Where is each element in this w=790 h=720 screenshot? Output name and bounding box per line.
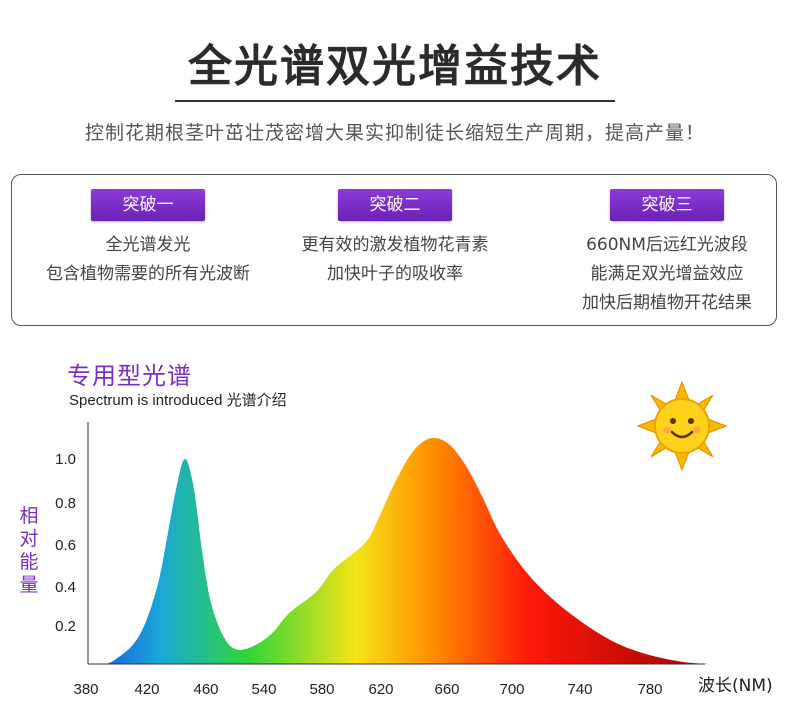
page-subtitle: 控制花期根茎叶茁壮茂密增大果实抑制徒长缩短生产周期，提高产量！ [84, 122, 705, 144]
chart-title: 专用型光谱 [67, 362, 192, 390]
feature-2-badge: 突破二 [338, 189, 452, 221]
feature-2-line-1: 更有效的激发植物花青素 [301, 235, 489, 255]
y-tick-label: 0.6 [55, 537, 76, 554]
chart-subtitle: Spectrum is introduced 光谱介绍 [69, 392, 287, 409]
x-tick-label: 460 [193, 681, 218, 698]
feature-1-line-2: 包含植物需要的所有光波断 [46, 264, 250, 284]
x-tick-label: 620 [368, 681, 393, 698]
feature-1-line-1: 全光谱发光 [105, 235, 191, 255]
feature-3-badge: 突破三 [610, 189, 724, 221]
x-tick-label: 540 [251, 681, 276, 698]
sun-icon [636, 380, 728, 472]
x-axis-label: 波长(NM) [698, 676, 773, 696]
x-tick-label: 380 [73, 681, 98, 698]
features-panel: 突破一 全光谱发光 包含植物需要的所有光波断 突破二 更有效的激发植物花青素 加… [11, 174, 777, 326]
x-tick-label: 700 [499, 681, 524, 698]
y-tick-label: 0.4 [55, 579, 76, 596]
y-axis-label: 相对能量 [19, 505, 39, 596]
feature-2: 突破二 更有效的激发植物花青素 加快叶子的吸收率 [270, 189, 520, 289]
y-tick-label: 0.8 [55, 495, 76, 512]
y-tick-label: 0.2 [55, 618, 76, 635]
x-tick-label: 580 [309, 681, 334, 698]
title-underline [175, 100, 615, 102]
y-tick-label: 1.0 [55, 451, 76, 468]
feature-3: 突破三 660NM后远红光波段 能满足双光增益效应 加快后期植物开花结果 [557, 189, 777, 318]
page-title: 全光谱双光增益技术 [188, 41, 602, 92]
spectrum-area [106, 437, 710, 664]
feature-1: 突破一 全光谱发光 包含植物需要的所有光波断 [12, 189, 284, 289]
feature-1-badge: 突破一 [91, 189, 205, 221]
x-tick-label: 780 [637, 681, 662, 698]
feature-2-line-2: 加快叶子的吸收率 [327, 264, 463, 284]
feature-3-line-3: 加快后期植物开花结果 [582, 293, 752, 313]
x-tick-label: 420 [134, 681, 159, 698]
x-tick-label: 660 [434, 681, 459, 698]
feature-3-line-1: 660NM后远红光波段 [586, 235, 748, 255]
x-tick-label: 740 [567, 681, 592, 698]
feature-3-line-2: 能满足双光增益效应 [590, 264, 744, 284]
